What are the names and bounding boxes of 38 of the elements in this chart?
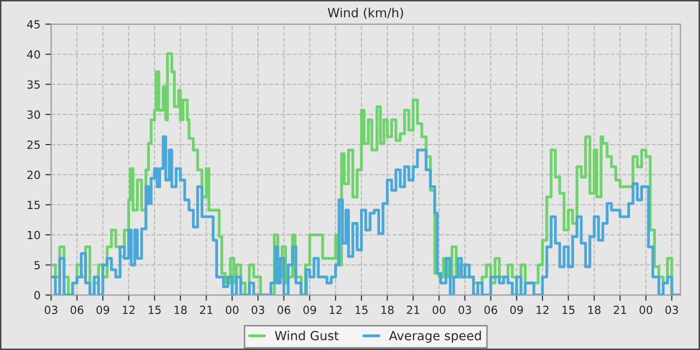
- y-tick-label: 20: [27, 170, 40, 180]
- x-tick-label: 09: [510, 306, 523, 314]
- y-tick-label: 40: [27, 50, 40, 59]
- y-tick-label: 25: [27, 140, 40, 149]
- x-tick-label: 06: [278, 306, 290, 314]
- x-tick-label: 18: [174, 306, 187, 314]
- x-tick-label: 03: [44, 306, 58, 314]
- x-tick-label: 18: [381, 306, 394, 314]
- y-tick-label: 45: [27, 20, 40, 29]
- x-tick-label: 12: [122, 306, 135, 314]
- y-tick-label: 5: [34, 261, 40, 270]
- x-tick-label: 15: [356, 306, 368, 314]
- x-tick-label: 21: [406, 306, 420, 314]
- x-tick-label: 09: [303, 306, 316, 314]
- x-tick-label: 12: [536, 306, 548, 314]
- x-tick-label: 12: [330, 306, 342, 314]
- x-tick-label: 00: [226, 306, 238, 314]
- x-tick-label: 03: [458, 306, 472, 314]
- x-tick-label: 21: [614, 306, 626, 314]
- y-tick-label: 30: [27, 110, 40, 119]
- legend-label: Average speed: [389, 330, 481, 343]
- x-tick-label: 21: [200, 306, 212, 314]
- y-tick-label: 10: [28, 230, 40, 240]
- x-tick-label: 00: [432, 306, 446, 314]
- y-tick-label: 0: [34, 291, 40, 300]
- legend-label: Wind Gust: [274, 330, 339, 340]
- x-tick-label: 18: [588, 306, 601, 314]
- y-tick-label: 35: [27, 80, 40, 89]
- x-tick-label: 09: [96, 306, 110, 314]
- x-tick-label: 06: [70, 306, 84, 314]
- y-tick-label: 15: [28, 200, 40, 210]
- x-tick-label: 00: [640, 306, 652, 314]
- chart-title: Wind (km/h): [328, 8, 404, 19]
- x-tick-label: 15: [148, 306, 161, 314]
- x-tick-label: 03: [665, 306, 678, 314]
- x-tick-label: 06: [484, 306, 498, 314]
- x-tick-label: 15: [562, 306, 574, 314]
- x-tick-label: 03: [252, 306, 264, 314]
